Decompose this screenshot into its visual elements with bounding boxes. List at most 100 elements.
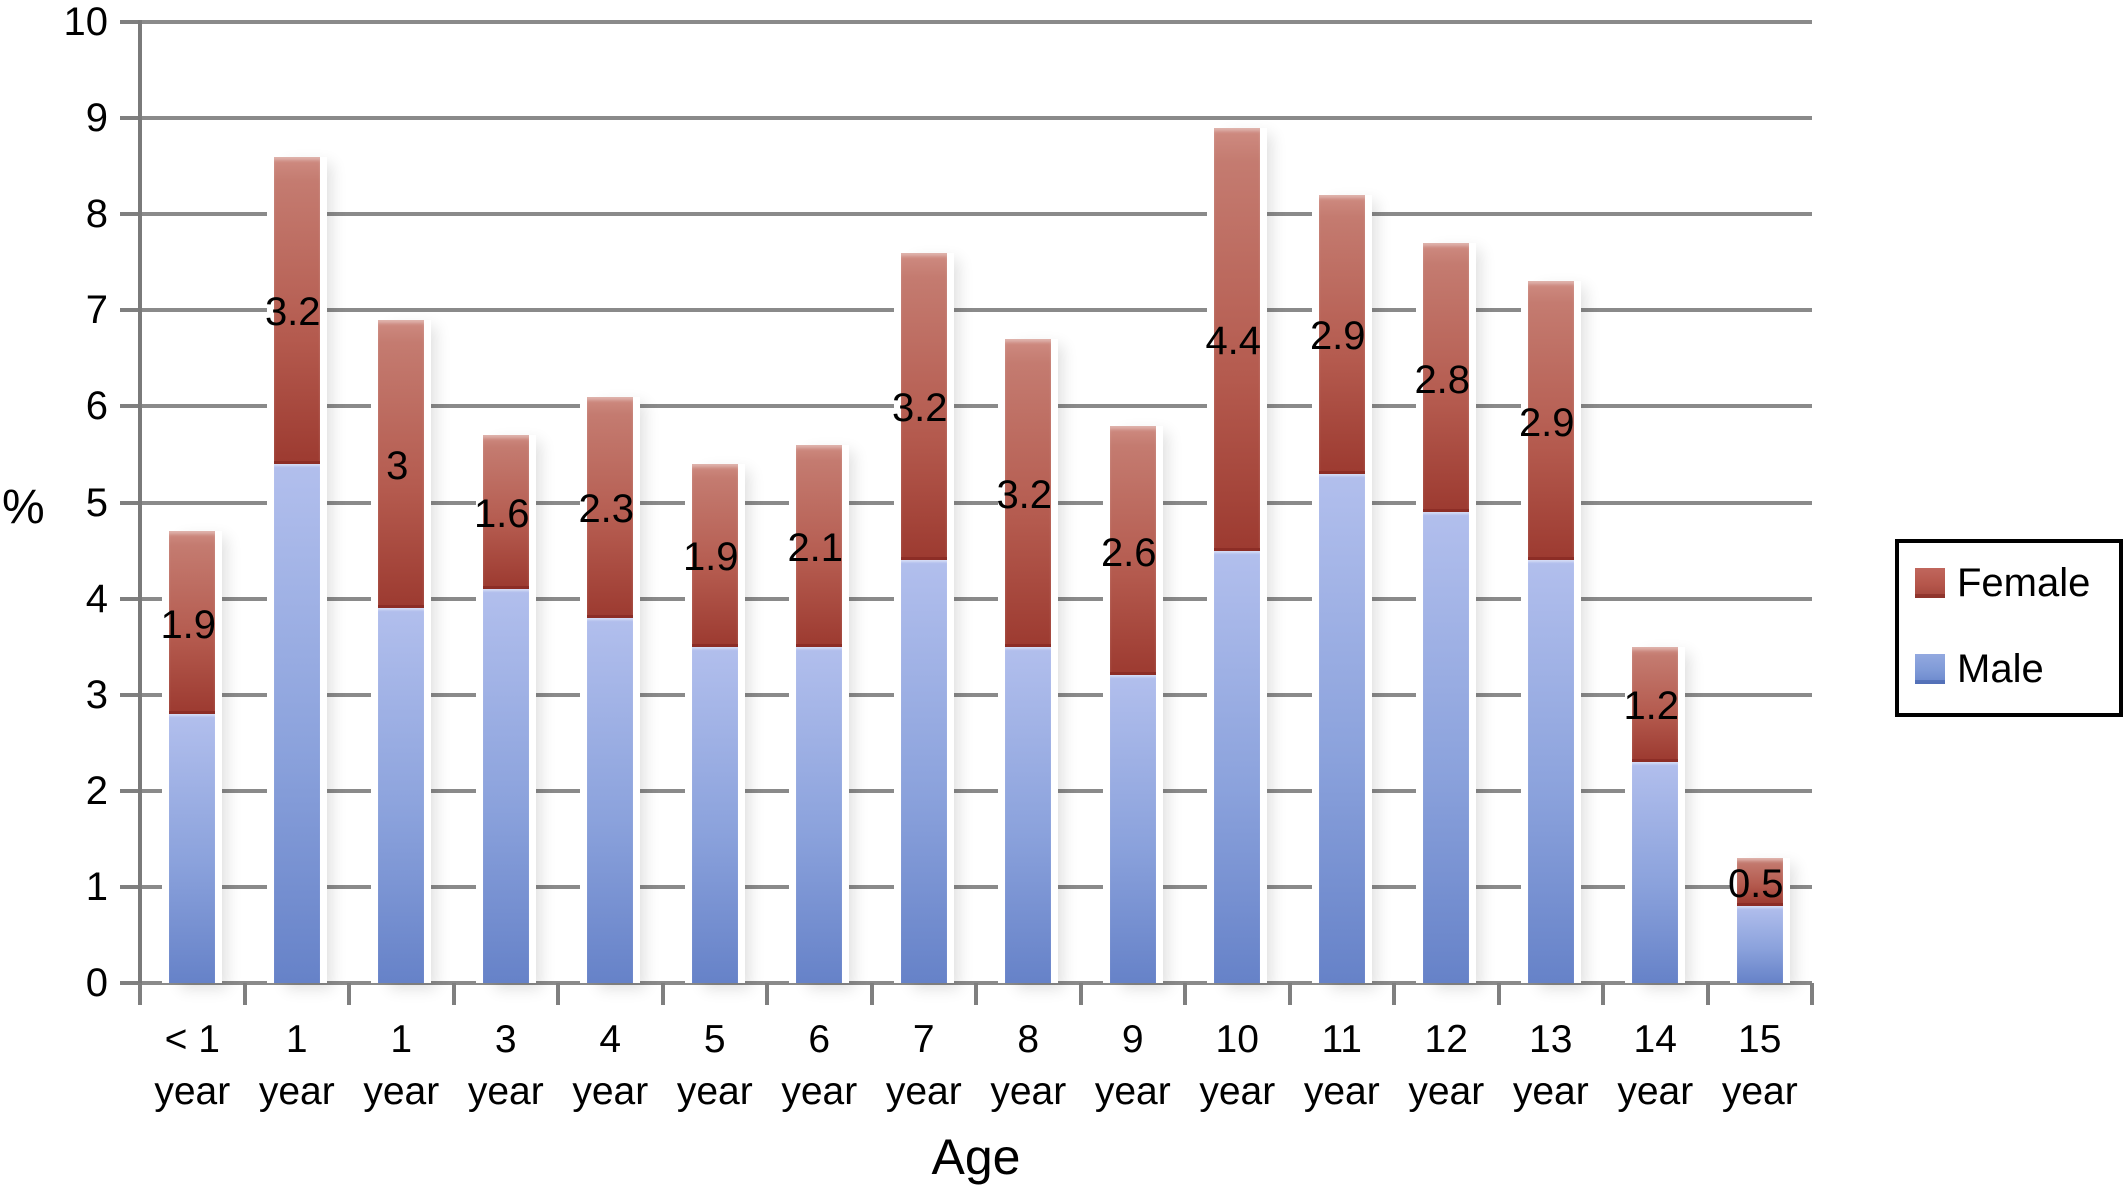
x-category-label-line2-12: year [1408, 1070, 1485, 1113]
bar-segment-female-7 [900, 252, 947, 561]
bar-segment-male-5 [691, 646, 738, 983]
x-axis-tick-6 [765, 983, 769, 1005]
data-label-14: 1.2 [1623, 684, 1680, 729]
x-axis-tick-9 [1078, 983, 1083, 1005]
x-category-label-1: 1 year [232, 1014, 362, 1118]
bar-segment-male-14 [1632, 761, 1679, 983]
bar-14 [1632, 646, 1679, 983]
bar-4 [587, 396, 634, 983]
x-axis-tick-12 [1392, 983, 1396, 1005]
y-tick-label-9: 9 [85, 96, 108, 141]
y-tick-label-5: 5 [85, 480, 108, 525]
data-label-5: 1.9 [682, 535, 739, 580]
x-category-label-7: 7 year [859, 1014, 989, 1118]
data-label-10: 4.4 [1205, 319, 1262, 364]
bar-segment-female-2 [378, 319, 425, 609]
x-category-label-line2-15: year [1721, 1070, 1798, 1113]
bar-segment-female-11 [1318, 194, 1365, 474]
x-category-label-line2-4: year [572, 1070, 649, 1113]
x-category-label-line2-13: year [1512, 1070, 1589, 1113]
x-axis-tick-4 [556, 983, 560, 1005]
bar-segment-male-10 [1214, 550, 1261, 983]
x-category-label-line1-14: 14 [1633, 1018, 1677, 1061]
bar-3 [482, 435, 529, 983]
data-label-6: 2.1 [787, 525, 844, 570]
x-axis-title: Age [931, 1129, 1021, 1185]
bar-segment-male-4 [587, 617, 634, 983]
y-axis-tick-3 [120, 692, 140, 697]
data-label-11: 2.9 [1309, 314, 1366, 359]
x-axis-tick-0 [138, 983, 142, 1005]
legend-item-male: Male [1915, 649, 2119, 689]
x-category-label-10: 10 year [1172, 1014, 1302, 1118]
y-tick-label-10: 10 [63, 0, 109, 44]
gridline-5 [140, 500, 1812, 505]
x-category-label-line2-1: year [258, 1070, 335, 1113]
x-category-label-14: 14 year [1590, 1014, 1720, 1118]
y-axis-tick-2 [120, 788, 140, 793]
bar-8 [1005, 339, 1052, 983]
x-category-label-11: 11 year [1277, 1014, 1407, 1118]
y-axis-tick-0 [120, 981, 140, 985]
bar-segment-male-12 [1423, 512, 1470, 983]
gridline-1 [140, 884, 1812, 889]
x-axis-tick-11 [1287, 983, 1292, 1005]
bar-11 [1318, 194, 1365, 983]
bar-segment-female-6 [796, 444, 843, 647]
bar-segment-male-13 [1527, 560, 1574, 983]
bar-segment-female-13 [1527, 281, 1574, 561]
x-axis-tick-10 [1183, 983, 1187, 1005]
bar-segment-male-3 [482, 588, 529, 983]
gridline-6 [140, 404, 1812, 409]
x-category-label-line2-2: year [363, 1070, 440, 1113]
bar-segment-female-14 [1632, 646, 1679, 762]
gridline-9 [140, 116, 1812, 121]
x-category-label-3: 3 year [441, 1014, 571, 1118]
y-tick-label-2: 2 [85, 768, 108, 813]
x-category-label-line1-2: 1 [390, 1018, 413, 1061]
y-axis-title: % [2, 481, 45, 534]
x-category-label-line2-0: year [154, 1070, 231, 1113]
x-category-label-line2-11: year [1303, 1070, 1380, 1113]
bar-12 [1423, 243, 1470, 983]
x-category-label-line2-3: year [467, 1070, 544, 1113]
x-category-label-8: 8 year [963, 1014, 1093, 1118]
x-axis-tick-3 [451, 983, 456, 1005]
bar-0 [169, 531, 216, 983]
legend-box: Female Male [1895, 539, 2123, 717]
x-category-label-line1-9: 9 [1121, 1018, 1144, 1061]
x-category-label-line2-8: year [990, 1070, 1067, 1113]
bar-segment-male-7 [900, 560, 947, 983]
bar-segment-female-10 [1214, 127, 1261, 551]
bar-9 [1109, 425, 1156, 983]
bar-segment-male-15 [1736, 906, 1783, 983]
bar-segment-female-12 [1423, 243, 1470, 513]
bar-segment-female-0 [169, 531, 216, 714]
y-tick-label-4: 4 [85, 576, 108, 621]
x-category-label-line2-6: year [781, 1070, 858, 1113]
x-category-label-line1-7: 7 [912, 1018, 935, 1061]
x-category-label-line1-5: 5 [703, 1018, 726, 1061]
bar-segment-male-6 [796, 646, 843, 983]
bar-1 [273, 156, 320, 983]
gridline-2 [140, 788, 1812, 793]
legend-swatch-female [1915, 568, 1945, 598]
x-axis-tick-15 [1705, 983, 1710, 1005]
bar-segment-female-4 [587, 396, 634, 618]
x-axis-tick-13 [1496, 983, 1501, 1005]
bar-segment-female-5 [691, 464, 738, 647]
bar-15 [1736, 858, 1783, 983]
gridline-8 [140, 212, 1812, 217]
y-tick-label-6: 6 [85, 384, 108, 429]
bar-13 [1527, 281, 1574, 983]
bar-segment-male-9 [1109, 675, 1156, 983]
x-category-label-line1-10: 10 [1215, 1018, 1259, 1061]
x-category-label-13: 13 year [1486, 1014, 1616, 1118]
x-axis-tick-1 [242, 983, 247, 1005]
data-label-2: 3 [386, 444, 409, 489]
x-category-label-line1-3: 3 [494, 1018, 517, 1061]
x-category-label-line2-7: year [885, 1070, 962, 1113]
y-tick-label-3: 3 [85, 672, 108, 717]
x-axis-tick-2 [347, 983, 351, 1005]
